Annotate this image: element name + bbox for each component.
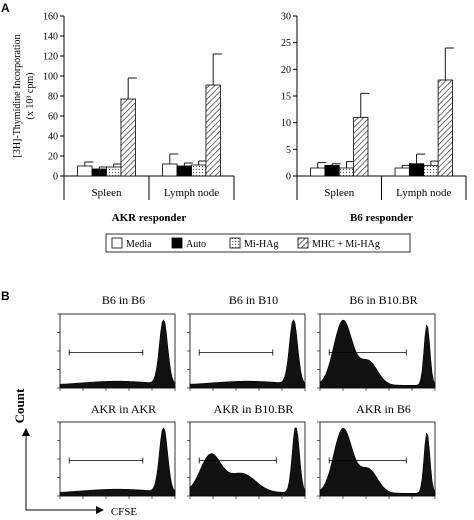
y-tick-label: 160 bbox=[43, 12, 58, 23]
bar bbox=[106, 166, 122, 177]
legend-label: Auto bbox=[186, 239, 206, 250]
histogram-profile bbox=[59, 319, 176, 389]
histogram-title: B6 in B6 bbox=[102, 293, 145, 307]
y-tick-label: 40 bbox=[48, 132, 58, 143]
histogram-profile bbox=[189, 427, 306, 497]
bar bbox=[324, 164, 340, 177]
chart-b6-responder: 0 5 10 15 20 25 30 Spleen Lymph node B6 responder bbox=[281, 12, 467, 224]
category-label: Spleen bbox=[324, 187, 354, 199]
y-tick-label: 30 bbox=[281, 12, 291, 23]
bar bbox=[77, 165, 93, 177]
legend-label: Mi-HAg bbox=[244, 239, 278, 250]
histogram-profile bbox=[319, 319, 436, 389]
bar bbox=[176, 165, 192, 177]
bar bbox=[162, 163, 178, 177]
bar bbox=[91, 168, 107, 177]
histogram-title: B6 in B10 bbox=[229, 293, 278, 307]
y-tick-label: 0 bbox=[53, 172, 58, 183]
chart-akr-responder: 0 20 40 60 80 100 120 140 160 Spleen Lymph node AKR… bbox=[43, 12, 235, 224]
legend-swatch bbox=[229, 237, 241, 249]
bar bbox=[191, 164, 207, 177]
histogram-title: AKR in B10.BR bbox=[214, 402, 294, 416]
count-arrow-head bbox=[22, 428, 30, 436]
bar bbox=[120, 98, 136, 177]
bar bbox=[205, 84, 221, 177]
category-label: Spleen bbox=[92, 187, 122, 199]
y-tick-label: 120 bbox=[43, 52, 58, 63]
category-label: Lymph node bbox=[396, 187, 451, 199]
y-tick-label: 80 bbox=[48, 92, 58, 103]
bar bbox=[310, 167, 326, 177]
y-tick-label: 25 bbox=[281, 38, 291, 49]
panel-b-letter: B bbox=[1, 289, 10, 303]
histogram-profile bbox=[59, 427, 176, 497]
cfse-axis-label: CFSE bbox=[111, 506, 138, 518]
category-label: Lymph node bbox=[164, 187, 219, 199]
y-axis-label: [3H]-Thymidine Incorporation bbox=[12, 34, 23, 157]
cfse-arrow-head bbox=[96, 506, 104, 514]
bar bbox=[437, 79, 453, 177]
panel-a-letter: A bbox=[1, 1, 10, 15]
y-tick-label: 140 bbox=[43, 32, 58, 43]
bar bbox=[423, 164, 439, 177]
legend-swatch bbox=[171, 237, 183, 249]
y-tick-label: 10 bbox=[281, 118, 291, 129]
y-tick-label: 5 bbox=[286, 145, 291, 156]
legend: Media Auto Mi-HAg MHC + Mi-HAg bbox=[111, 237, 380, 250]
histogram-title: AKR in AKR bbox=[91, 402, 156, 416]
legend-swatch bbox=[297, 237, 309, 249]
y-tick-label: 60 bbox=[48, 112, 58, 123]
legend-swatch bbox=[111, 237, 123, 249]
histogram-title: AKR in B6 bbox=[356, 402, 411, 416]
histogram-title: B6 in B10.BR bbox=[349, 293, 417, 307]
y-tick-label: 15 bbox=[281, 92, 291, 103]
y-axis-unit: (x 10³ cpm) bbox=[25, 73, 36, 120]
y-tick-label: 0 bbox=[286, 172, 291, 183]
count-axis-label: Count bbox=[12, 388, 27, 423]
y-tick-label: 20 bbox=[281, 65, 291, 76]
histogram-profile bbox=[319, 427, 436, 497]
histogram-profile bbox=[189, 319, 306, 389]
histogram-grid: B6 in B6 B6 in B10 B6 in B10.BR AKR in AKR A… bbox=[57, 293, 436, 499]
y-tick-label: 20 bbox=[48, 152, 58, 163]
y-tick-label: 100 bbox=[43, 72, 58, 83]
chart-title: B6 responder bbox=[350, 212, 413, 224]
legend-label: MHC + Mi-HAg bbox=[312, 239, 380, 250]
legend-label: Media bbox=[126, 239, 152, 250]
bar bbox=[408, 163, 425, 177]
chart-title: AKR responder bbox=[112, 212, 187, 224]
bar bbox=[394, 167, 410, 177]
bar bbox=[338, 167, 355, 177]
bar bbox=[353, 116, 369, 177]
